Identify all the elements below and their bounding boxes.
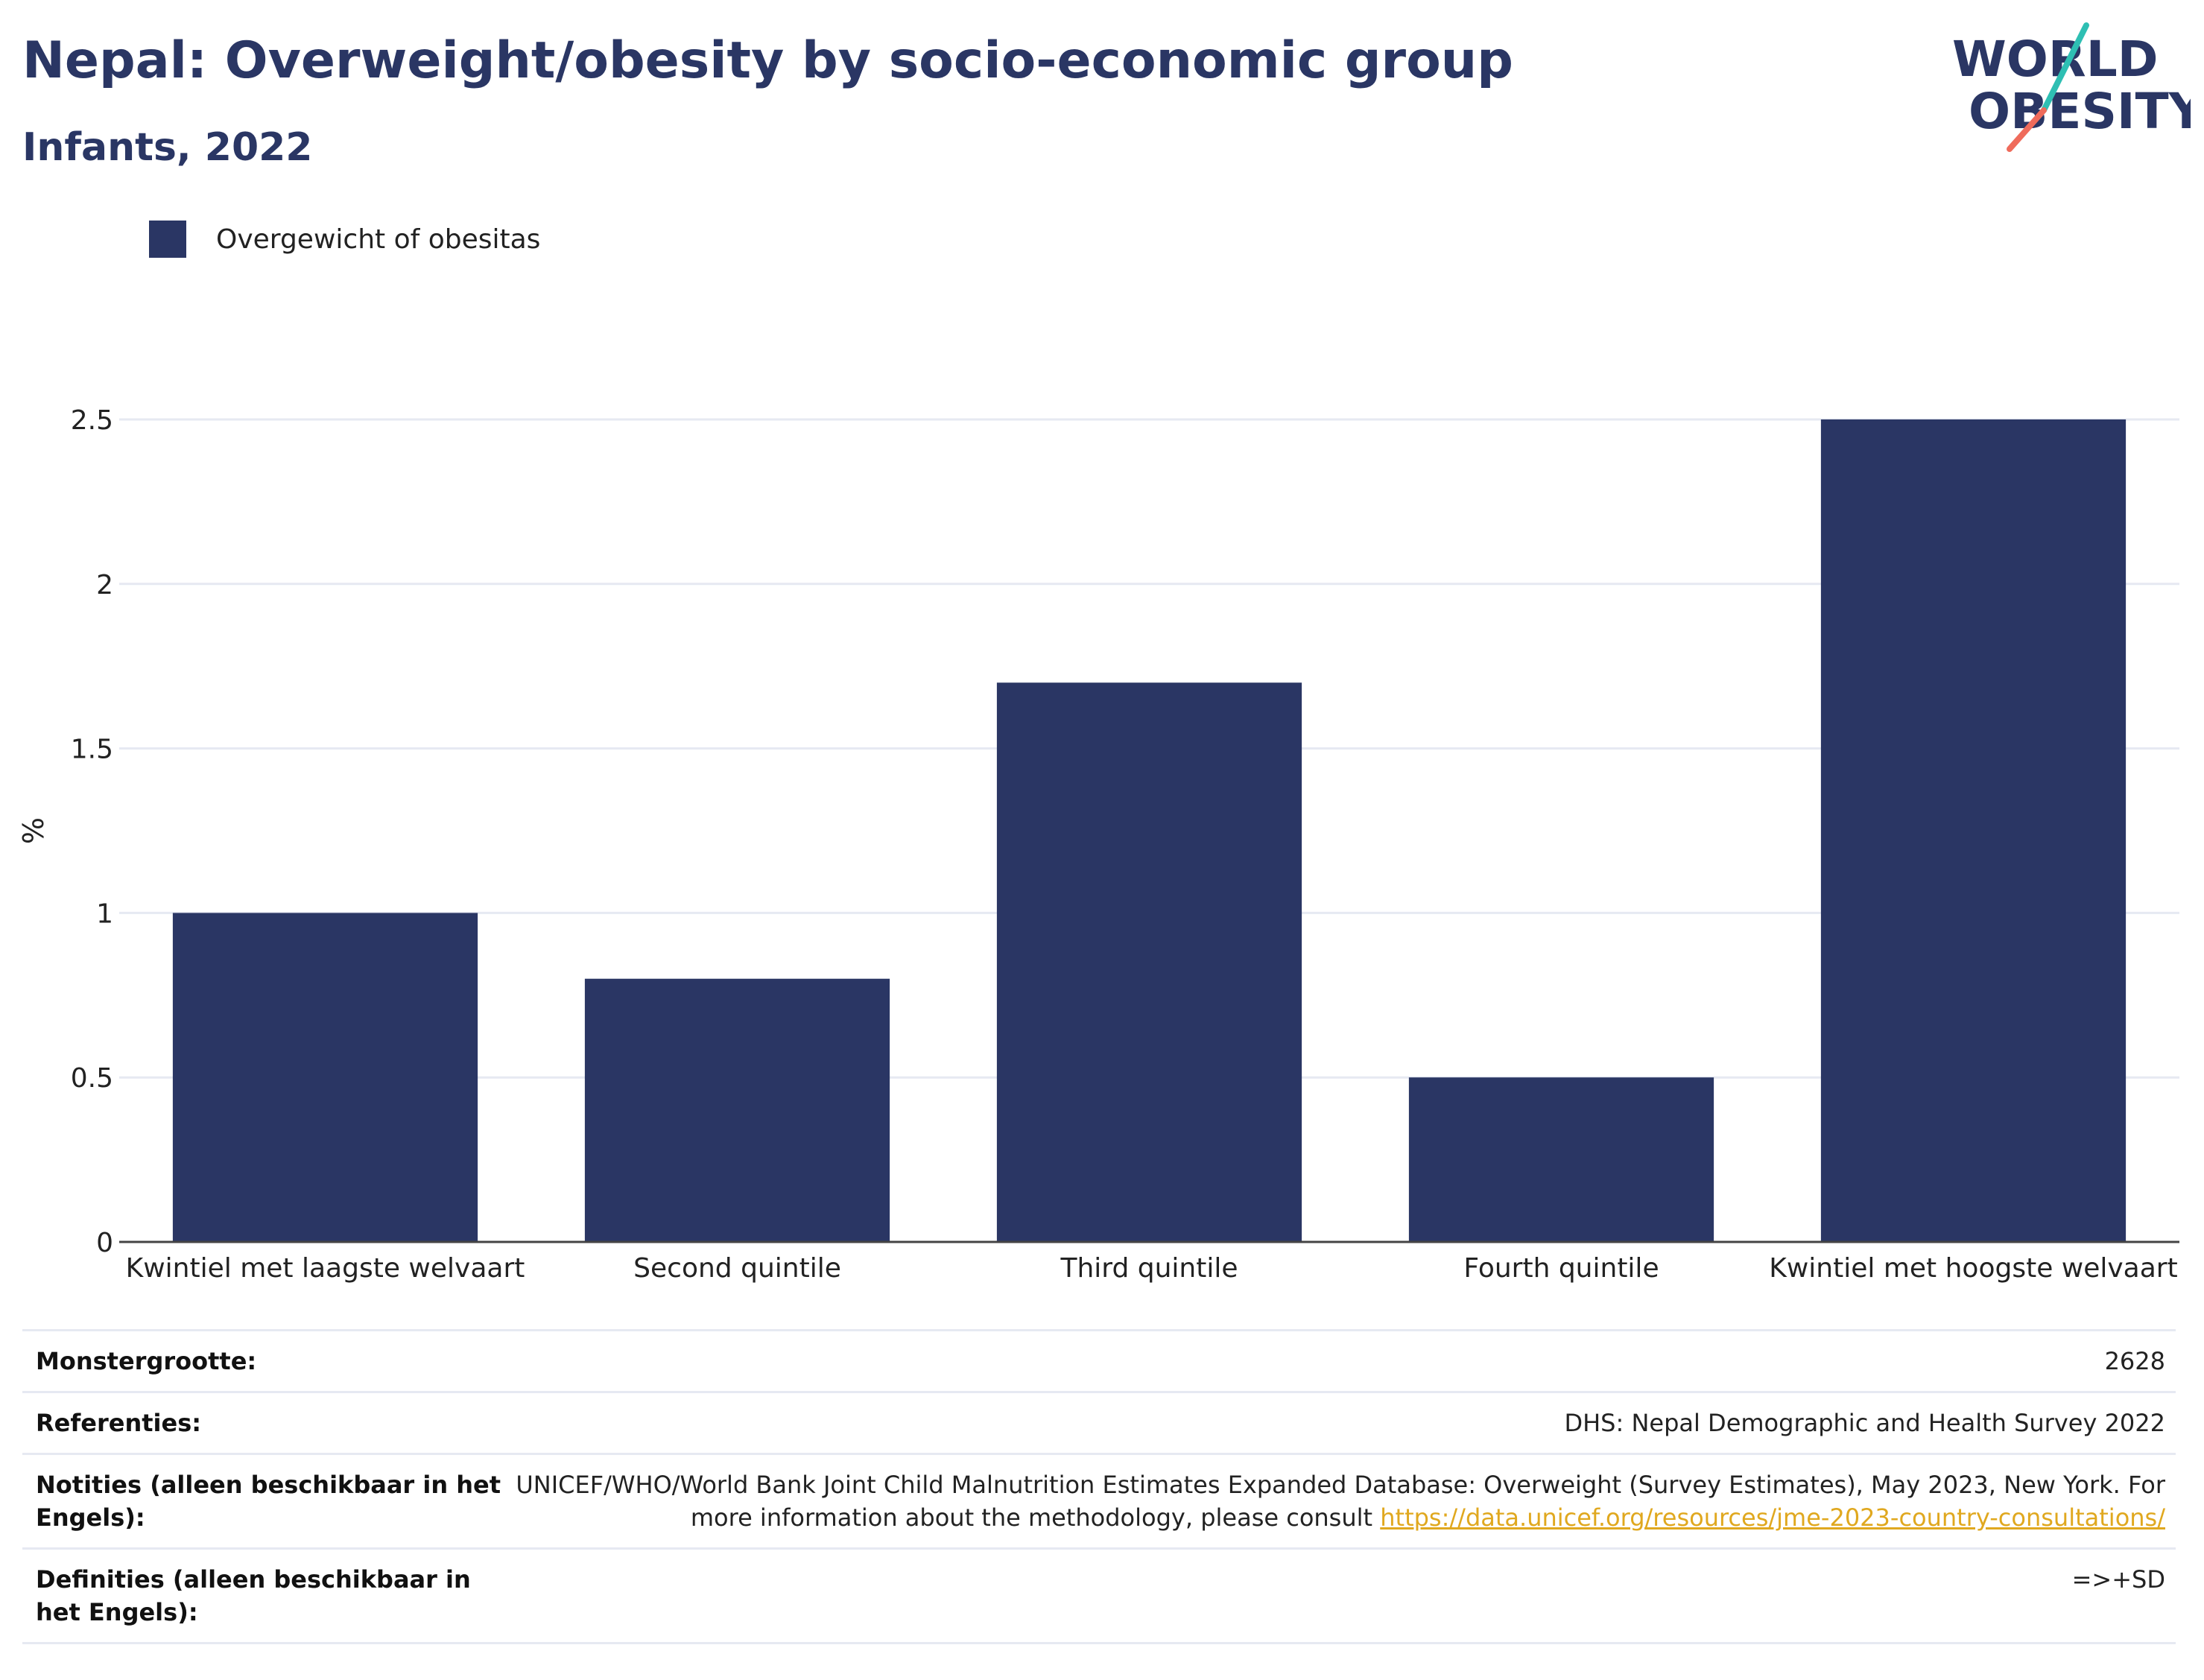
logo-word-obesity: OBESITY <box>1969 83 2191 140</box>
info-table: Monstergrootte: 2628 Referenties: DHS: N… <box>22 1329 2176 1644</box>
y-axis-title: % <box>17 817 50 844</box>
info-value: 2628 <box>513 1329 2176 1393</box>
info-row-notes: Notities (alleen beschikbaar in het Enge… <box>22 1453 2176 1550</box>
info-row-sample-size: Monstergrootte: 2628 <box>22 1329 2176 1393</box>
chart-subtitle: Infants, 2022 <box>22 125 313 170</box>
x-tick-label: Second quintile <box>633 1253 841 1284</box>
logo-slash-coral <box>2007 107 2047 152</box>
bar <box>584 978 890 1242</box>
x-tick-label: Kwintiel met laagste welvaart <box>126 1253 525 1284</box>
world-obesity-logo: WORLD OBESITY <box>1952 22 2191 152</box>
info-key: Definities (alleen beschikbaar in het En… <box>22 1547 513 1644</box>
y-tick-labels: 0 0.5 1 1.5 2 2.5 <box>71 405 113 1258</box>
y-tick-label: 1 <box>96 898 113 929</box>
bar-chart: 0 0.5 1 1.5 2 2.5 Kwintiel met laagste welvaa… <box>17 405 2179 1284</box>
info-key: Monstergrootte: <box>22 1329 513 1393</box>
logo-word-world: WORLD <box>1952 31 2159 88</box>
info-value-notes: UNICEF/WHO/World Bank Joint Child Malnut… <box>513 1453 2176 1550</box>
info-value: DHS: Nepal Demographic and Health Survey… <box>513 1391 2176 1455</box>
chart-title: Nepal: Overweight/obesity by socio-econo… <box>22 31 1513 90</box>
x-tick-label: Kwintiel met hoogste welvaart <box>1769 1253 2177 1284</box>
notes-link[interactable]: https://data.unicef.org/resources/jme-20… <box>1380 1503 2165 1532</box>
bar <box>1408 1077 1714 1242</box>
y-tick-label: 0.5 <box>71 1063 113 1094</box>
x-tick-labels: Kwintiel met laagste welvaart Second quin… <box>126 1253 2178 1284</box>
info-row-definitions: Definities (alleen beschikbaar in het En… <box>22 1547 2176 1644</box>
x-tick-label: Fourth quintile <box>1463 1253 1659 1284</box>
logo-slash-teal <box>2041 22 2089 113</box>
bar <box>172 913 478 1242</box>
y-tick-label: 0 <box>96 1228 113 1258</box>
bar <box>996 682 1302 1242</box>
legend-swatch <box>149 221 186 258</box>
y-tick-label: 2.5 <box>71 405 113 436</box>
notes-text: UNICEF/WHO/World Bank Joint Child Malnut… <box>516 1471 2165 1532</box>
legend-label: Overgewicht of obesitas <box>216 224 541 255</box>
x-tick-label: Third quintile <box>1060 1253 1238 1284</box>
info-value: =>+SD <box>513 1547 2176 1644</box>
info-row-references: Referenties: DHS: Nepal Demographic and … <box>22 1391 2176 1455</box>
y-tick-label: 1.5 <box>71 735 113 765</box>
y-tick-label: 2 <box>96 570 113 600</box>
info-key: Referenties: <box>22 1391 513 1455</box>
bar <box>1820 419 2127 1242</box>
info-key: Notities (alleen beschikbaar in het Enge… <box>22 1453 513 1550</box>
bars <box>172 419 2127 1242</box>
legend[interactable]: Overgewicht of obesitas <box>149 221 540 258</box>
